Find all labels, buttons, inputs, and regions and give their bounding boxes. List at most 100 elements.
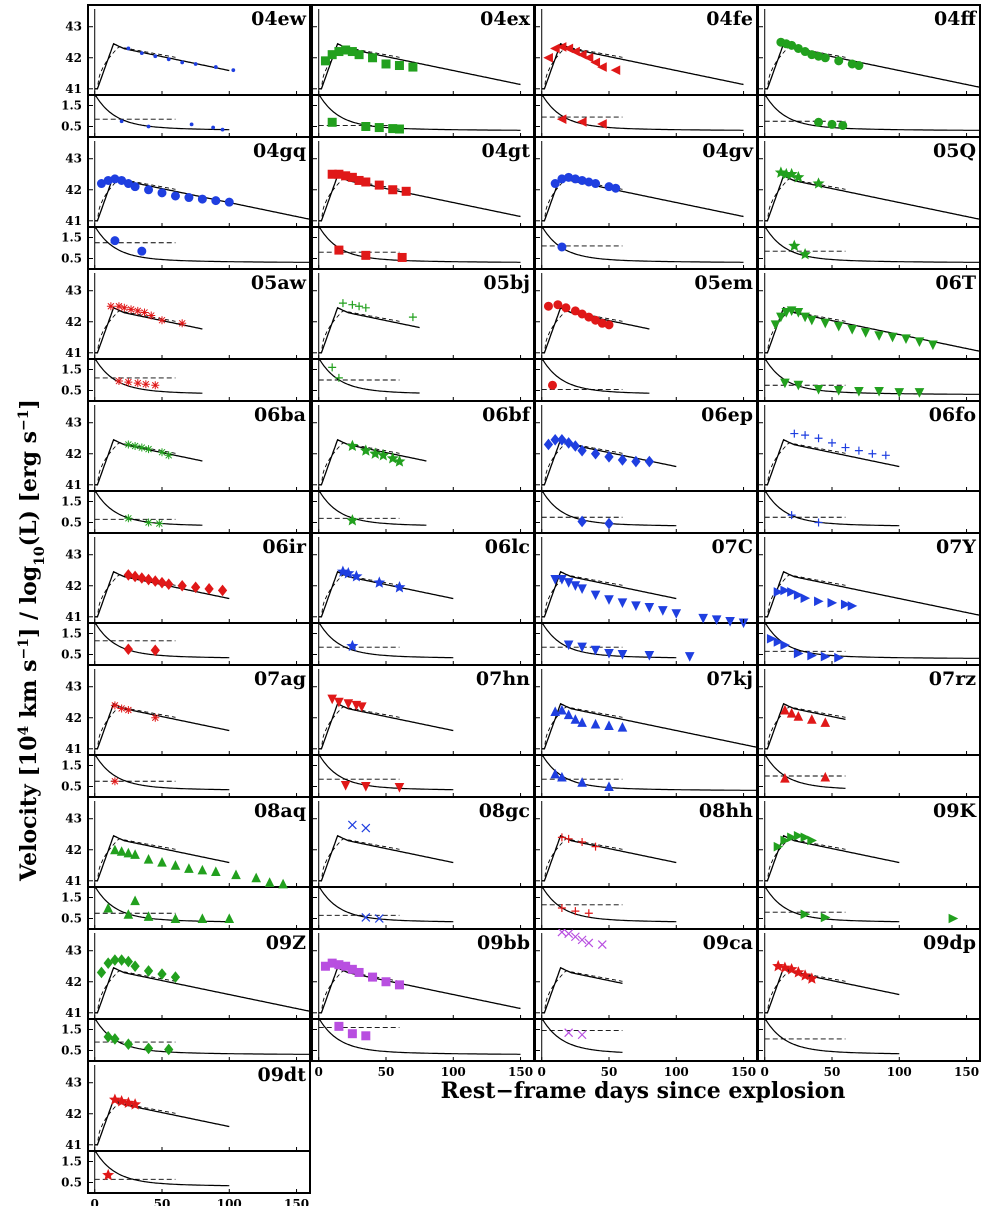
panel-09dp: 09dp [757,928,981,1062]
luminosity-point [264,877,275,887]
y-tick-label: 0.5 [61,252,82,266]
luminosity-point [347,820,357,830]
luminosity-point [557,833,566,842]
panel-title: 04ex [480,8,531,30]
plot-area [541,801,677,929]
plot-area [764,141,980,269]
luminosity-point [211,866,221,876]
luminosity-point [343,699,354,709]
luminosity-point [211,196,221,206]
luminosity-point [590,590,601,601]
x-tick-label: 50 [601,1065,618,1079]
luminosity-point [137,443,146,452]
luminosity-point [116,846,127,856]
velocity-point [577,515,587,528]
model-velocity-curve [764,227,980,263]
luminosity-point [190,581,201,594]
luminosity-point [658,606,668,616]
luminosity-point [150,575,160,587]
dashed-model-curve [94,706,176,750]
velocity-point [327,117,337,127]
luminosity-point [338,299,347,308]
dashed-model-curve [764,46,846,90]
luminosity-point [116,954,127,966]
velocity-point [644,651,655,661]
luminosity-point [584,938,594,948]
plot-area [764,537,980,665]
velocity-point [557,904,566,912]
luminosity-point [807,835,817,846]
x-tick-label: 50 [824,1065,841,1079]
panel-07hn: 07hn [311,664,535,798]
panel-title: 07Y [936,536,976,558]
y-tick-labels: 43 42 41 1.5 0.5 43 42 41 1.5 0.5 43 42 41 1.5 0.5 43 42… [61,20,82,1190]
x-tick-label: 0 [91,1197,99,1206]
luminosity-point [557,929,567,937]
y-tick-label: 1.5 [61,627,82,641]
luminosity-point [711,615,722,626]
luminosity-point [800,593,811,603]
panel-grid: 04ew 04ex 04fe 04ff 04gq 04gt 04gv 05Q 05aw 05bj 0… [87,4,981,1194]
plot-area [541,273,650,401]
luminosity-point [781,307,792,318]
dashed-model-curve [541,46,623,90]
luminosity-point [213,65,218,69]
velocity-point [114,377,123,386]
luminosity-point [800,312,810,323]
luminosity-point [151,713,160,722]
luminosity-point [197,194,207,204]
luminosity-point [356,702,367,713]
luminosity-point [604,320,614,330]
dashed-model-curve [764,838,846,882]
panel-04gt: 04gt [311,136,535,270]
velocity-point [361,122,371,131]
velocity-point [119,119,124,124]
model-velocity-curve [541,95,744,131]
luminosity-point [631,455,641,468]
y-tick-label: 42 [65,579,82,593]
plot-area [318,405,427,533]
panel-09Z: 09Z [87,928,311,1062]
dashed-model-curve [318,178,400,222]
panel-08hh: 08hh [534,796,758,930]
luminosity-point [570,581,581,591]
luminosity-point [841,443,850,452]
velocity-point [571,907,580,916]
panel-06T: 06T [757,268,981,402]
luminosity-point [597,62,607,72]
luminosity-point [543,52,553,63]
luminosity-point [143,853,154,864]
model-velocity-curve [94,623,230,659]
velocity-point [374,123,384,133]
y-axis-title: Velocity [104 km s−1] / log10(L) [erg s−… [16,399,48,882]
luminosity-point [597,940,607,949]
luminosity-point [144,445,153,454]
panel-09bb: 09bb [311,928,535,1062]
x-tick-label: 150 [954,1065,979,1079]
plot-area [94,669,230,797]
luminosity-point [106,302,115,311]
panel-title: 04gq [253,140,306,162]
dashed-model-curve [764,574,846,618]
luminosity-point [550,575,560,585]
panel-09ca: 09ca [534,928,758,1062]
panel-04ex: 04ex [311,4,535,138]
x-tick-label: 0 [538,1065,546,1079]
luminosity-point [770,320,781,330]
luminosity-point [157,188,167,198]
luminosity-point [812,177,825,189]
luminosity-point [114,302,123,311]
dashed-model-curve [764,310,846,354]
panel-title: 08hh [699,800,753,822]
velocity-point [914,388,925,398]
luminosity-point [563,437,574,449]
luminosity-point [590,57,601,68]
luminosity-point [786,306,797,317]
x-axis-title: Rest−frame days since explosion [441,1078,846,1104]
velocity-point [124,514,133,523]
luminosity-point [550,43,560,54]
panel-title: 05em [694,272,753,294]
panel-09K: 09K [757,796,981,930]
velocity-point [780,772,790,783]
y-tick-label: 0.5 [61,648,82,662]
